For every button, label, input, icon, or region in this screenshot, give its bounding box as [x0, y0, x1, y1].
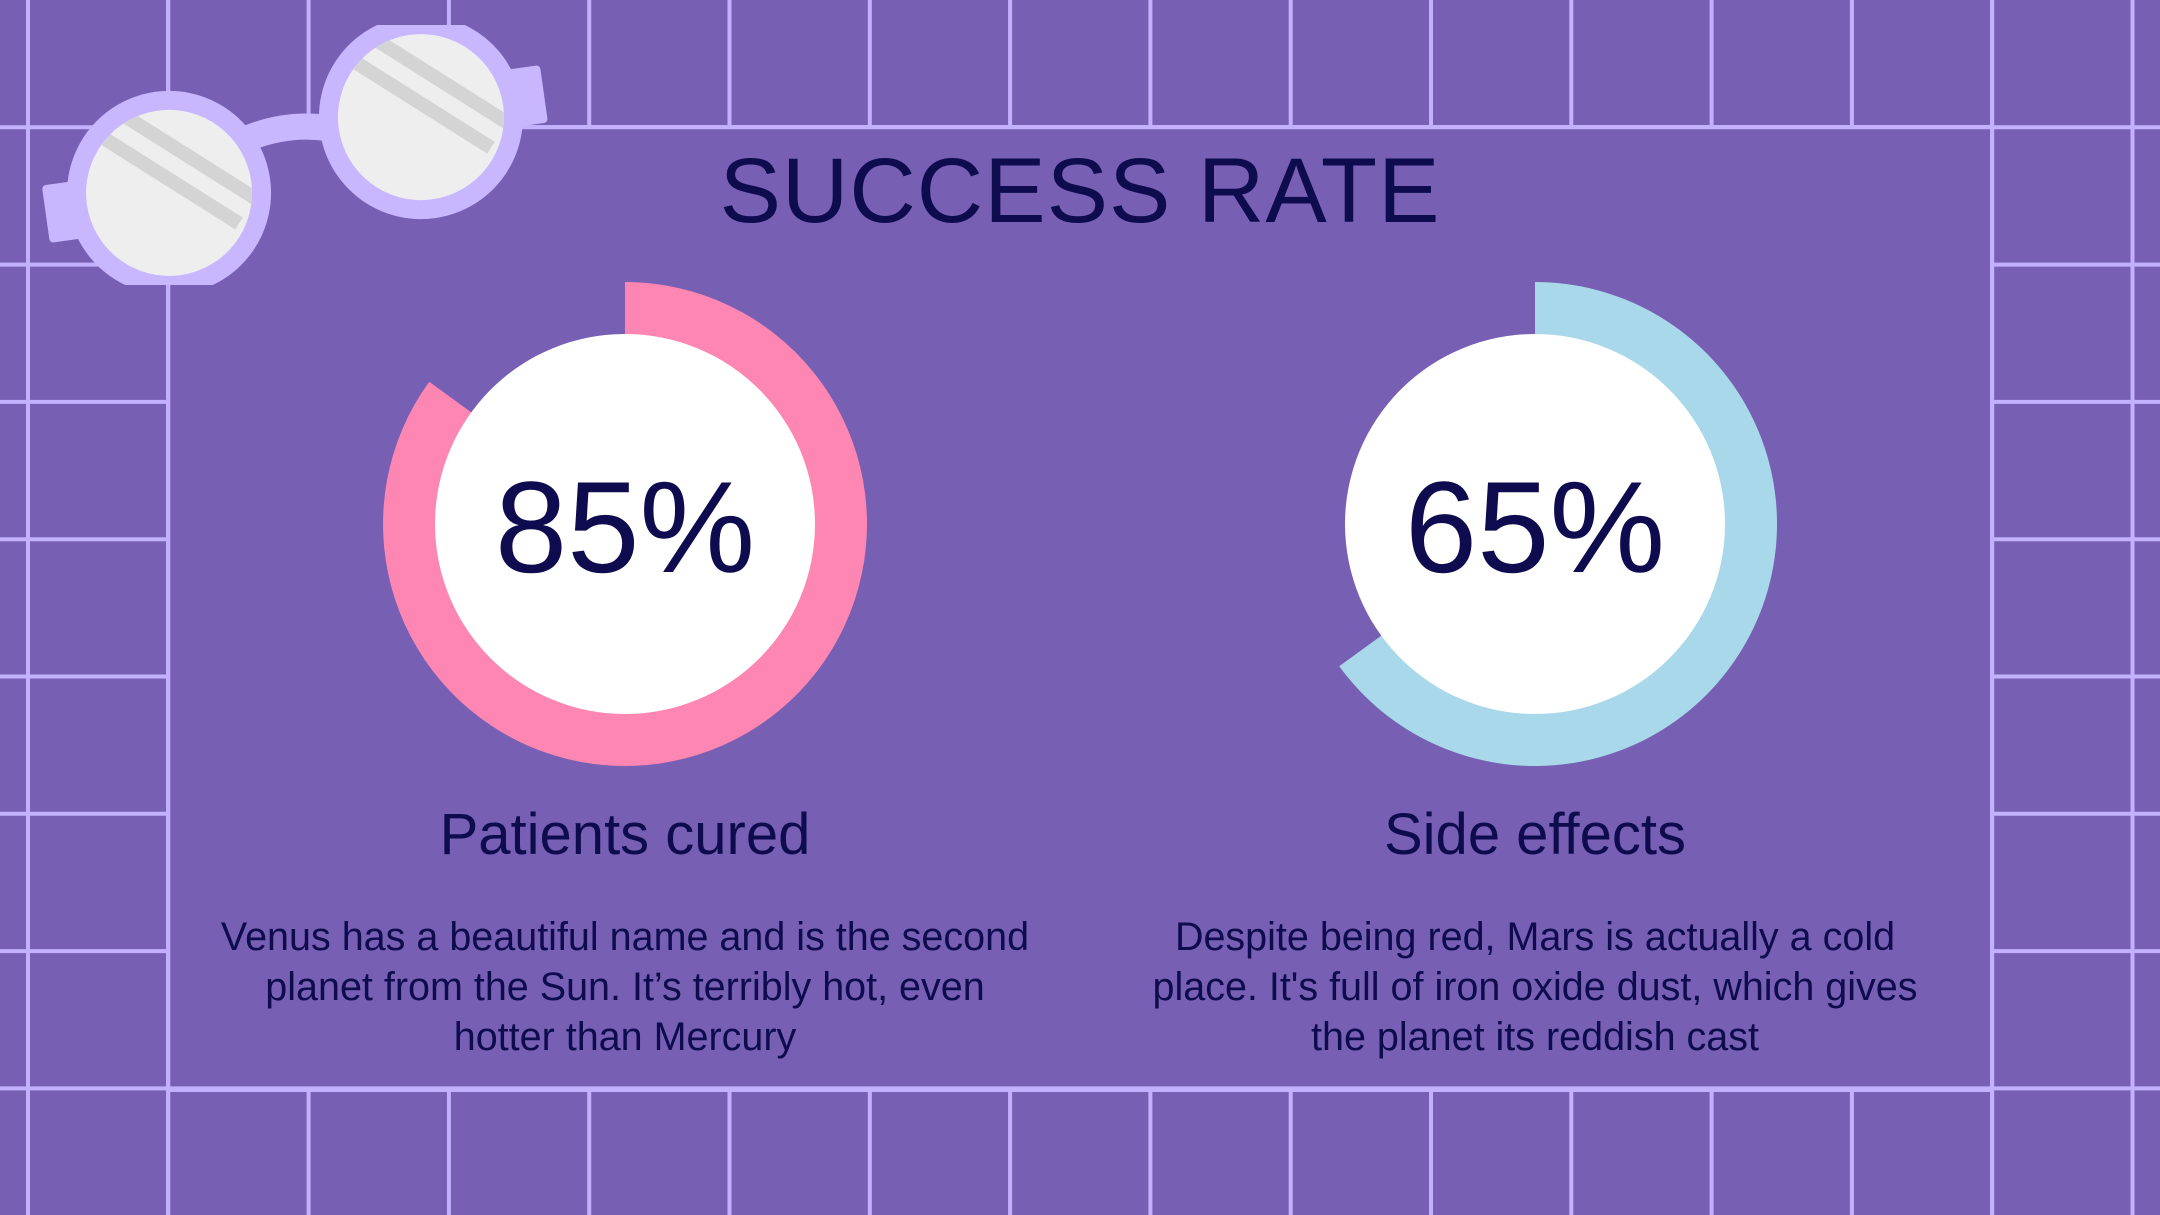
- description-line: hotter than Mercury: [453, 1015, 797, 1059]
- stat-description: Venus has a beautiful name and is the se…: [175, 912, 1075, 1062]
- description-line: Venus has a beautiful name and is the se…: [220, 915, 1030, 959]
- stat-label: Patients cured: [439, 802, 811, 867]
- description-line: the planet its reddish cast: [1311, 1015, 1759, 1059]
- glasses-icon: [42, 25, 548, 285]
- slide-title: SUCCESS RATE: [719, 140, 1441, 242]
- description-line: place. It's full of iron oxide dust, whi…: [1152, 965, 1918, 1009]
- ring-center: [1345, 334, 1725, 714]
- stat-ring-side-effects: 65%: [1339, 282, 1777, 766]
- description-line: Despite being red, Mars is actually a co…: [1174, 915, 1896, 959]
- stat-value: 65%: [1405, 454, 1665, 600]
- stat-value: 85%: [495, 454, 755, 600]
- ring-center: [435, 334, 815, 714]
- stat-description: Despite being red, Mars is actually a co…: [1085, 912, 1985, 1062]
- stat-label: Side effects: [1383, 802, 1686, 867]
- stat-ring-patients-cured: 85%: [383, 282, 867, 766]
- description-line: planet from the Sun. It’s terribly hot, …: [265, 965, 985, 1009]
